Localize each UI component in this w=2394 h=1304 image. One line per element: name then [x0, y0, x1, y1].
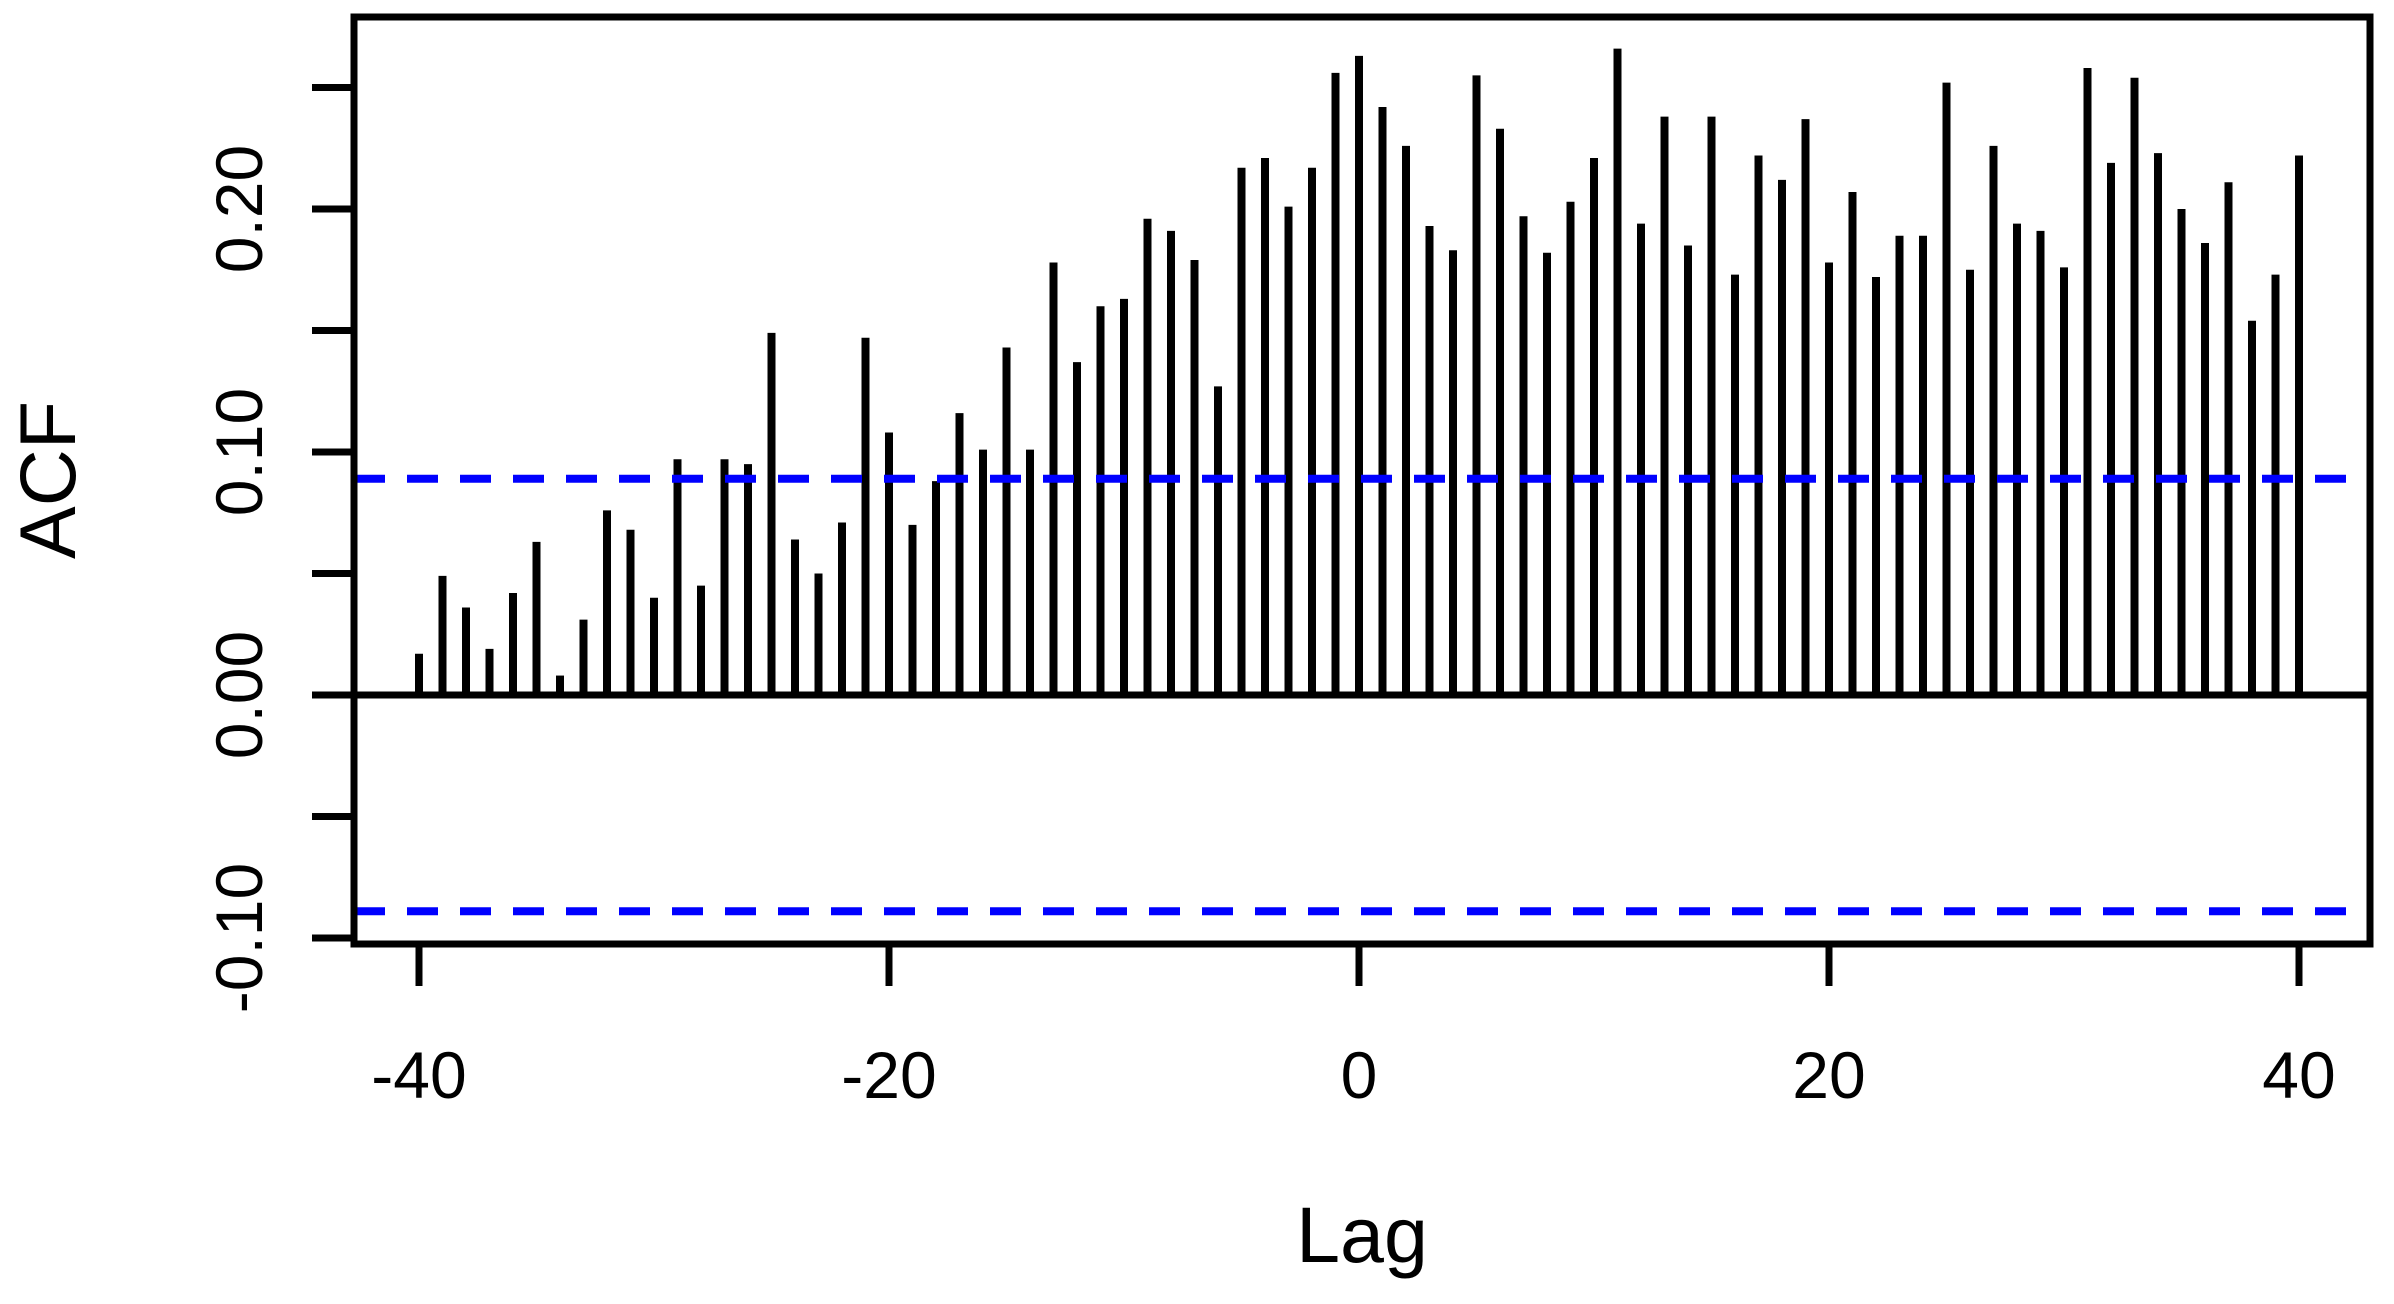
- x-tick-label: -40: [371, 1038, 466, 1112]
- y-tick-labels: -0.10 0.00 0.10 0.20: [202, 145, 276, 1013]
- x-tick-label: 20: [1792, 1038, 1865, 1112]
- y-tick-label: 0.10: [202, 388, 276, 516]
- y-tick-label: 0.00: [202, 631, 276, 759]
- x-axis-title: Lag: [1296, 1190, 1428, 1279]
- y-tick-label: -0.10: [202, 863, 276, 1013]
- x-axis-ticks: [415, 944, 2303, 986]
- y-axis-title: ACF: [3, 401, 92, 559]
- acf-bars: [415, 48, 2303, 695]
- x-tick-labels: -40 -20 0 20 40: [371, 1038, 2335, 1112]
- x-tick-label: 40: [2262, 1038, 2335, 1112]
- x-tick-label: 0: [1341, 1038, 1378, 1112]
- x-tick-label: -20: [841, 1038, 936, 1112]
- y-tick-label: 0.20: [202, 145, 276, 273]
- y-axis-ticks: [312, 84, 354, 942]
